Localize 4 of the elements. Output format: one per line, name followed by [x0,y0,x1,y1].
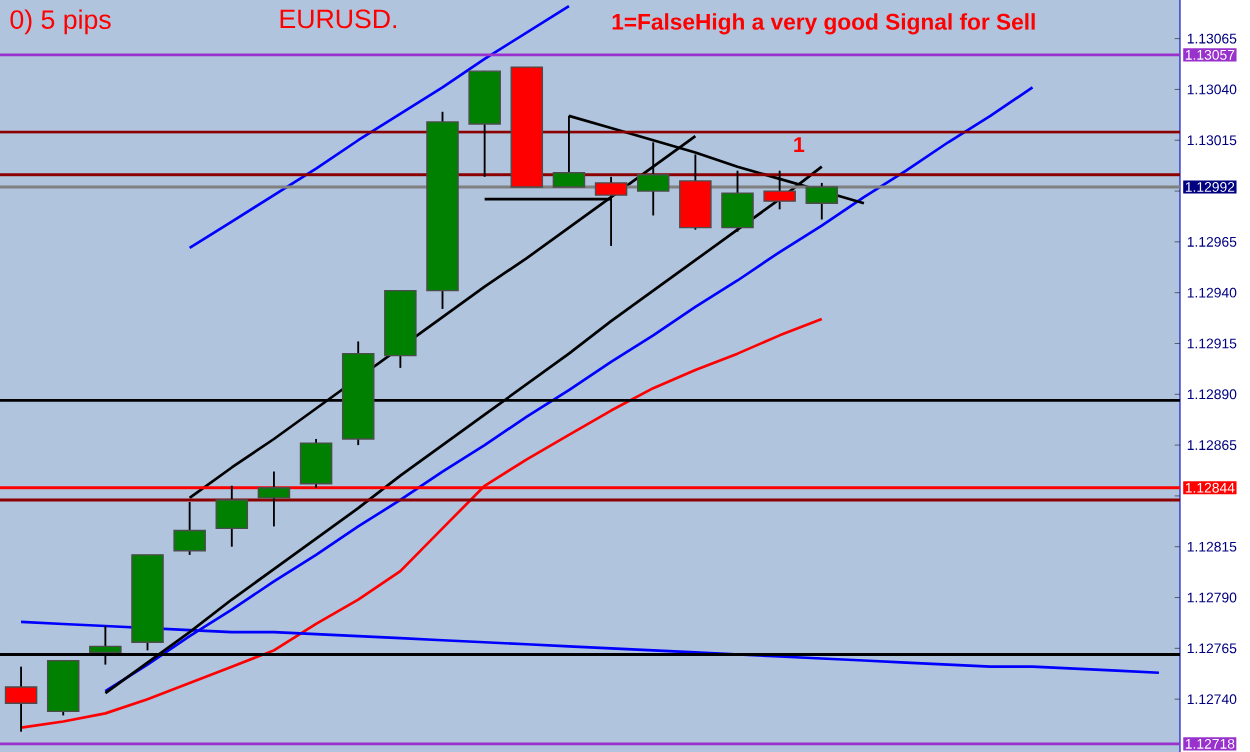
annotation: 1=FalseHigh a very good Signal for Sell [612,13,1035,35]
annotation: 1 [794,137,805,152]
chart-title: EURUSD. [280,9,397,29]
chart-subtitle: 0) 5 pips [10,9,111,35]
